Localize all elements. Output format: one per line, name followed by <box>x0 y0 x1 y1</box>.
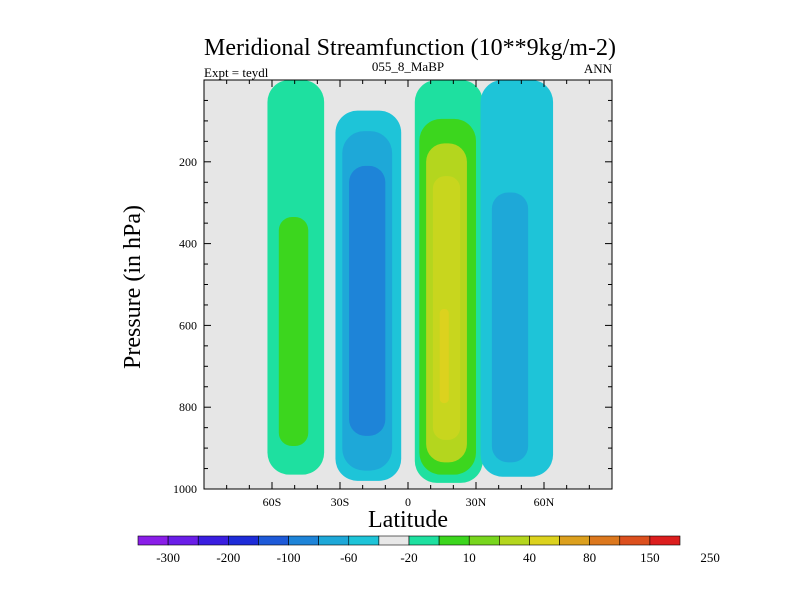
y-tick-label-200: 200 <box>179 155 197 169</box>
contour-fields <box>267 80 554 483</box>
contour-nh-hadley-cell-level-150 <box>439 309 449 404</box>
x-tick-label-30S: 30S <box>331 495 350 509</box>
colorbar-swatch-4 <box>258 535 289 546</box>
colorbar-swatch-1 <box>167 535 199 546</box>
colorbar-swatch-11 <box>468 535 500 546</box>
colorbar-swatch-16 <box>619 535 651 546</box>
plot-area <box>204 80 612 489</box>
colorbar-label-150: 150 <box>640 550 660 565</box>
colorbar-swatch-17 <box>649 535 681 546</box>
colorbar: -300 -200 -100 -60 -20 10 40 80 150 250 <box>137 535 720 565</box>
contour-cell-sh-hadley-cell <box>335 110 402 481</box>
chart-title: Meridional Streamfunction (10**9kg/m-2) <box>204 35 616 61</box>
colorbar-label-neg100: -100 <box>277 550 301 565</box>
season-label: ANN <box>584 61 613 76</box>
colorbar-swatch-7 <box>348 535 380 546</box>
colorbar-label-neg20: -20 <box>400 550 417 565</box>
colorbar-label-80: 80 <box>583 550 596 565</box>
colorbar-swatch-12 <box>499 535 530 546</box>
colorbar-swatch-8 <box>378 535 410 546</box>
colorbar-swatch-2 <box>197 535 229 546</box>
contour-sh-ferrel-cell-level-40 <box>278 217 309 447</box>
colorbar-swatch-14 <box>559 535 590 546</box>
colorbar-swatch-6 <box>318 535 350 546</box>
colorbar-label-10: 10 <box>463 550 476 565</box>
contour-cell-nh-hadley-cell <box>414 80 483 483</box>
colorbar-swatch-3 <box>228 535 259 546</box>
colorbar-label-250: 250 <box>700 550 720 565</box>
contour-sh-hadley-cell-level-neg60 <box>349 165 386 436</box>
colorbar-label-neg200: -200 <box>216 550 240 565</box>
colorbar-label-neg300: -300 <box>156 550 180 565</box>
y-tick-label-400: 400 <box>179 237 197 251</box>
x-tick-label-60N: 60N <box>534 495 555 509</box>
y-axis-label: Pressure (in hPa) <box>120 205 146 369</box>
x-axis-label: Latitude <box>368 507 448 533</box>
contour-cell-nh-ferrel-cell <box>480 80 554 477</box>
colorbar-swatch-13 <box>529 535 560 546</box>
x-tick-label-60S: 60S <box>263 495 282 509</box>
axes: 60S 30S 0 30N 60N 200 400 600 800 1000 <box>173 79 613 509</box>
y-tick-label-600: 600 <box>179 318 197 332</box>
colorbar-swatch-5 <box>288 535 319 546</box>
colorbar-swatch-0 <box>137 535 169 546</box>
x-tick-label-30N: 30N <box>466 495 487 509</box>
y-tick-label-1000: 1000 <box>173 482 197 496</box>
period-label: 055_8_MaBP <box>372 59 444 74</box>
y-tick-label-800: 800 <box>179 400 197 414</box>
experiment-label: Expt = teydl <box>204 65 269 80</box>
colorbar-swatch-9 <box>408 535 440 546</box>
colorbar-label-40: 40 <box>523 550 536 565</box>
contour-nh-ferrel-cell-level-neg20 <box>491 192 529 463</box>
contour-cell-sh-ferrel-cell <box>267 80 325 475</box>
x-tick-label-0: 0 <box>405 495 411 509</box>
colorbar-label-neg60: -60 <box>340 550 357 565</box>
colorbar-swatch-15 <box>589 535 621 546</box>
colorbar-swatch-10 <box>438 535 470 546</box>
